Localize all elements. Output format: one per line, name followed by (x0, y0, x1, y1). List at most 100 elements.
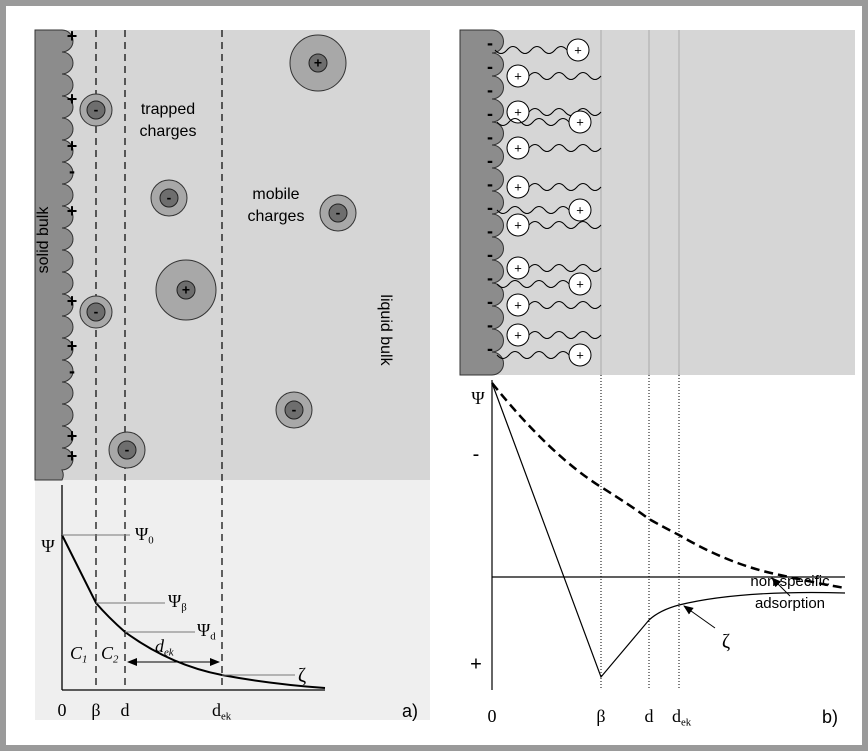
ion-sign: - (292, 402, 297, 418)
pointer (771, 577, 791, 597)
surfactant-tail (528, 144, 602, 152)
ion-sign: + (514, 140, 522, 155)
ion (506, 136, 530, 160)
x-tick-label: dek (212, 700, 232, 723)
surface-charge: - (487, 174, 493, 194)
ion-core (328, 203, 348, 223)
ion-sign: + (314, 55, 322, 71)
zeta-curve (491, 382, 846, 679)
surfactant-tail (528, 264, 602, 272)
ion (506, 256, 530, 280)
psi-d-symbol: Ψ (197, 620, 211, 640)
ion (566, 38, 590, 62)
ion-sign: + (514, 297, 522, 312)
liquid-label: liquid bulk (377, 294, 394, 366)
ion-sign: - (94, 102, 99, 118)
psi-0-sub: 0 (148, 535, 153, 547)
panel-label: b) (822, 707, 838, 727)
trapped-label: charges (140, 123, 197, 140)
ion-core (284, 400, 304, 420)
surfactant-tail (528, 221, 602, 229)
x-tick-label: β (596, 706, 605, 726)
panel-label: a) (402, 701, 418, 721)
psi-0: Ψ0 (135, 524, 154, 547)
x-tick-label-sub: ek (221, 711, 232, 723)
dek-label: dek (155, 636, 174, 659)
trapped-label: trapped (141, 101, 195, 118)
ion (506, 64, 530, 88)
psi-0-symbol: Ψ (135, 524, 149, 544)
surface-charge: - (69, 161, 75, 181)
surface-charge: - (487, 244, 493, 264)
plus-label: + (470, 653, 482, 675)
adsorption-label: non specific (750, 573, 830, 590)
ion-core (86, 100, 106, 120)
surfactant-tail (528, 301, 602, 309)
liquid-region (460, 30, 855, 375)
zeta: ζ (298, 665, 306, 687)
surface-charge: - (487, 127, 493, 147)
ion-sign: - (94, 304, 99, 320)
psi-d-sub: d (210, 631, 216, 643)
solid-bulk (459, 29, 504, 376)
ion-sign: - (167, 190, 172, 206)
surfactant-tail (496, 351, 570, 359)
surface-charge: - (487, 291, 493, 311)
ion (506, 175, 530, 199)
ion-sign: + (514, 179, 522, 194)
ion-sign: + (576, 202, 584, 217)
minus-label: - (473, 443, 480, 465)
surface-charge: + (67, 89, 78, 109)
ion-sign: + (514, 327, 522, 342)
c1-symbol: C (70, 643, 83, 663)
surface-charge: - (487, 221, 493, 241)
x-tick-label-sub: ek (681, 717, 692, 729)
surface-charge: - (487, 80, 493, 100)
surface-charge: + (67, 26, 78, 46)
mobile-label: charges (248, 208, 305, 225)
solid-bulk (34, 29, 74, 481)
ion-sign: + (514, 217, 522, 232)
surfactant-tail (494, 46, 568, 54)
psi-beta: Ψβ (168, 591, 187, 614)
surface-charge: - (487, 150, 493, 170)
ion-sign: + (576, 114, 584, 129)
ion (506, 213, 530, 237)
solid-label: solid bulk (35, 206, 52, 274)
ion (506, 293, 530, 317)
y-axis-label: Ψ (471, 388, 485, 408)
ion (568, 272, 592, 296)
surface-charge: + (67, 426, 78, 446)
surface-charge: + (67, 446, 78, 466)
c1: C1 (70, 643, 87, 666)
surfactant-tail (496, 280, 570, 288)
surfactant-tail (528, 331, 602, 339)
surface-charge: + (67, 136, 78, 156)
x-tick-label: d (121, 700, 130, 720)
surfactant-tail (528, 183, 602, 191)
pointer (683, 605, 716, 629)
x-tick-label: dek (672, 706, 692, 729)
ion-sign: + (574, 42, 582, 57)
ion-sign: + (576, 347, 584, 362)
mobile-label: mobile (252, 186, 299, 203)
surface-charge: - (487, 33, 493, 53)
x-tick-label: β (91, 700, 100, 720)
c2: C2 (101, 643, 119, 666)
psi-beta-symbol: Ψ (168, 591, 182, 611)
x-tick-label: 0 (488, 706, 497, 726)
plot-region (35, 480, 430, 720)
surface-charge: - (487, 338, 493, 358)
surface-charge: - (487, 315, 493, 335)
ion-sign: - (336, 205, 341, 221)
ion (506, 100, 530, 124)
surface-charge: + (67, 336, 78, 356)
surface-charge: + (67, 291, 78, 311)
ion (568, 198, 592, 222)
ion-core (159, 188, 179, 208)
surface-charge: - (487, 56, 493, 76)
surface-charge: - (487, 197, 493, 217)
adsorption-label: adsorption (755, 595, 825, 612)
ion-core (117, 440, 137, 460)
